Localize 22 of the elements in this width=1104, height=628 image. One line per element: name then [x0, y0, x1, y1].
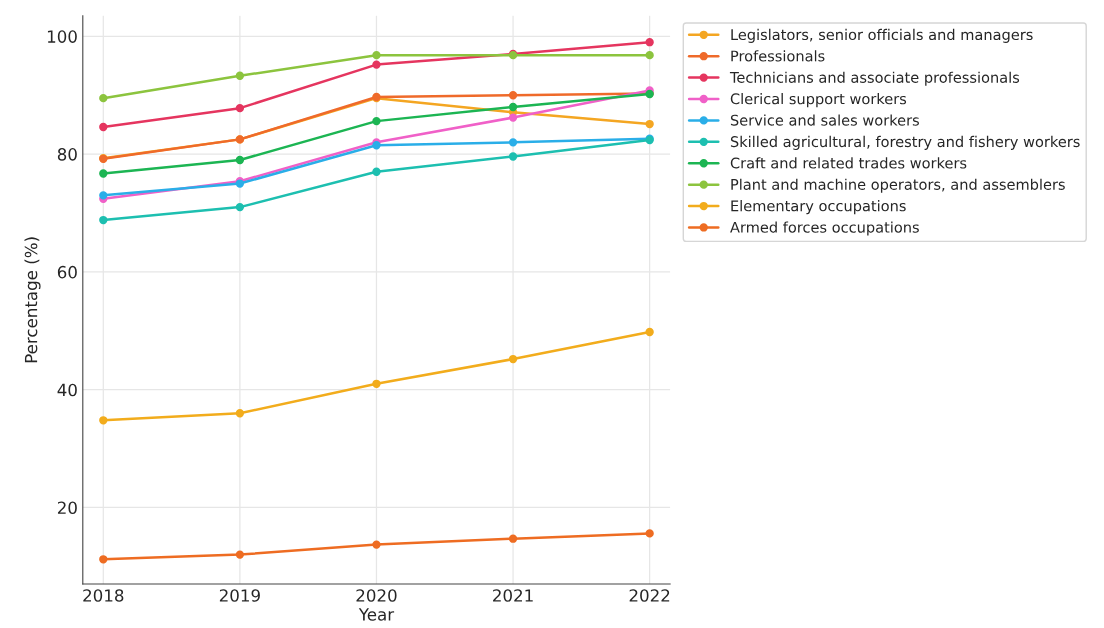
- legend-label: Service and sales workers: [730, 114, 919, 126]
- y-axis-title: Percentage (%): [24, 237, 41, 363]
- legend-label: Skilled agricultural, forestry and fishery workers: [730, 135, 1080, 150]
- x-tick-label: 2018: [83, 589, 124, 602]
- legend-label: Elementary occupations: [731, 200, 906, 215]
- x-tick-label: 2021: [493, 589, 533, 602]
- legend-label: Professionals: [731, 50, 825, 62]
- legend-label: Craft and related trades workers: [730, 157, 967, 169]
- y-tick-label: 80: [57, 148, 77, 161]
- y-tick-label: 20: [57, 501, 77, 515]
- legend-label: Legislators, senior officials and managers: [731, 28, 1033, 43]
- y-tick-label: 100: [47, 30, 77, 43]
- y-tick-label: 40: [57, 383, 77, 397]
- x-tick-label: 2022: [629, 589, 670, 602]
- y-tick-label: 60: [57, 265, 77, 279]
- x-axis-title: Year: [358, 608, 395, 621]
- legend-label: Plant and machine operators, and assemblers: [731, 178, 1065, 193]
- x-tick-label: 2020: [356, 589, 397, 602]
- x-tick-label: 2019: [219, 589, 260, 602]
- legend-label: Technicians and associate professionals: [729, 71, 1020, 86]
- legend-label: Clerical support workers: [730, 93, 907, 108]
- legend-label: Armed forces occupations: [730, 221, 919, 236]
